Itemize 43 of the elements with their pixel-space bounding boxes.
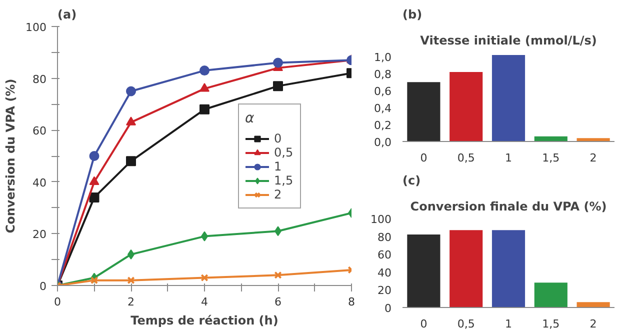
x-axis-title: Temps de réaction (h) [130,314,278,328]
x-tick-label: 2 [590,152,597,164]
y-tick-label: 40 [32,176,47,190]
x-tick-label: 0 [420,152,428,164]
x-tick-label: 2 [128,296,134,308]
x-tick-label: 1,5 [542,152,560,164]
legend-label: 1,5 [274,173,294,187]
y-tick-label: 80 [32,72,47,86]
chart-title: Vitesse initiale (mmol/L/s) [420,34,597,48]
x-tick-label: 0 [54,296,61,308]
y-tick-label: 0,6 [374,85,392,98]
x-tick-label: 2 [590,318,597,330]
y-tick-label: 60 [32,124,47,138]
chart-title: Conversion finale du VPA (%) [410,200,607,214]
y-tick-label: 0,2 [374,119,392,132]
y-tick-label: 80 [378,230,392,244]
y-tick-label: 40 [378,266,392,280]
text: (b) [402,8,422,22]
y-tick-label: 60 [378,248,392,262]
legend-label: 2 [274,187,283,201]
y-tick-label: 1,0 [374,51,392,64]
x-tick-label: 0 [420,318,428,330]
y-tick-label: 0,8 [374,68,392,82]
x-tick-label: 0,5 [457,318,475,330]
y-tick-label: 100 [370,213,392,226]
x-tick-label: 4 [201,296,208,308]
x-tick-label: 6 [274,296,282,308]
text: (c) [402,174,421,188]
y-tick-label: 100 [26,21,47,34]
x-tick-label: 1,5 [542,318,560,330]
x-tick-label: 0,5 [457,152,475,164]
text: (a) [58,8,77,22]
y-tick-label: 0,0 [374,136,392,149]
y-tick-label: 20 [32,228,47,242]
y-axis-title: Conversion du VPA (%) [4,78,18,234]
x-tick-label: 1 [505,152,512,164]
y-tick-label: 20 [378,284,392,298]
legend-label: 0 [274,131,283,145]
y-tick-label: 0 [40,280,46,293]
y-tick-label: 0,4 [374,102,392,116]
x-tick-label: 8 [348,296,355,308]
x-tick-label: 1 [505,318,512,330]
legend-title: α [245,110,256,126]
